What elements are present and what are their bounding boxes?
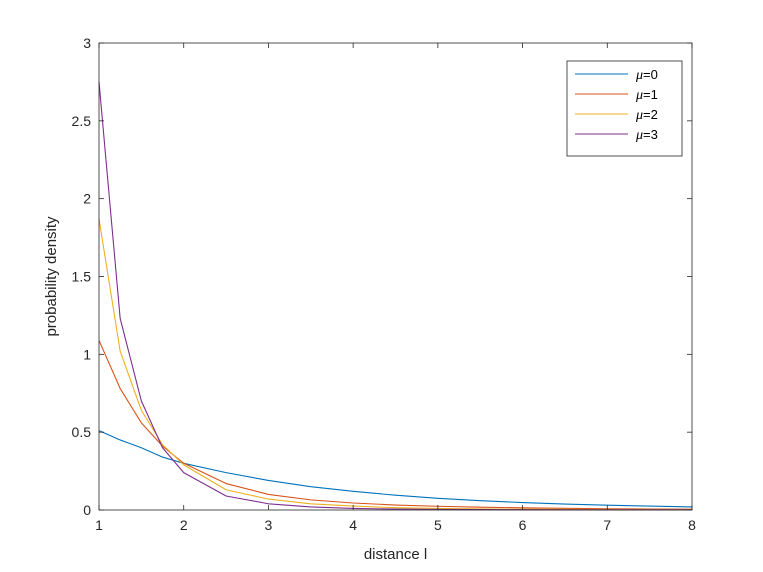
legend-box	[566, 60, 683, 157]
x-tick-label: 7	[603, 517, 611, 533]
legend-entry-label: μ=1	[635, 87, 658, 103]
y-tick-label: 0.5	[72, 424, 92, 440]
y-tick-label: 0	[83, 502, 91, 518]
x-tick-label: 2	[180, 517, 188, 533]
y-tick-label: 2	[83, 191, 91, 207]
ticks-layer: 1 2 3 4 5 6 7 8 0 0.5 1 1.5 2 2.5 3	[72, 35, 697, 533]
y-tick-label: 2.5	[72, 113, 92, 129]
x-axis-label: distance l	[364, 546, 427, 563]
x-tick-label: 1	[95, 517, 103, 533]
y-tick-label: 3	[83, 35, 91, 51]
x-tick-label: 8	[688, 517, 696, 533]
legend-mu-value: =3	[643, 127, 658, 142]
legend-mu-symbol: μ	[635, 68, 643, 83]
x-tick-label: 4	[349, 517, 357, 533]
series-line-mu-0	[98, 430, 693, 508]
legend-mu-value: =2	[643, 107, 658, 122]
legend-entry-label: μ=2	[635, 107, 658, 123]
y-tick-label: 1.5	[72, 269, 92, 285]
legend-entry-label: μ=3	[635, 127, 658, 143]
legend-mu-symbol: μ	[635, 88, 643, 103]
legend-entry-label: μ=0	[635, 67, 658, 83]
legend: μ=0μ=1μ=2μ=3	[566, 60, 683, 157]
legend-mu-symbol: μ	[635, 108, 643, 123]
x-tick-label: 6	[519, 517, 527, 533]
legend-mu-symbol: μ	[635, 128, 643, 143]
y-tick-label: 1	[83, 346, 91, 362]
series-line-mu-1	[98, 340, 693, 510]
legend-mu-value: =0	[643, 67, 658, 82]
legend-mu-value: =1	[643, 87, 658, 102]
x-tick-label: 5	[434, 517, 442, 533]
y-axis-label: probability density	[43, 216, 60, 337]
x-tick-label: 3	[265, 517, 273, 533]
